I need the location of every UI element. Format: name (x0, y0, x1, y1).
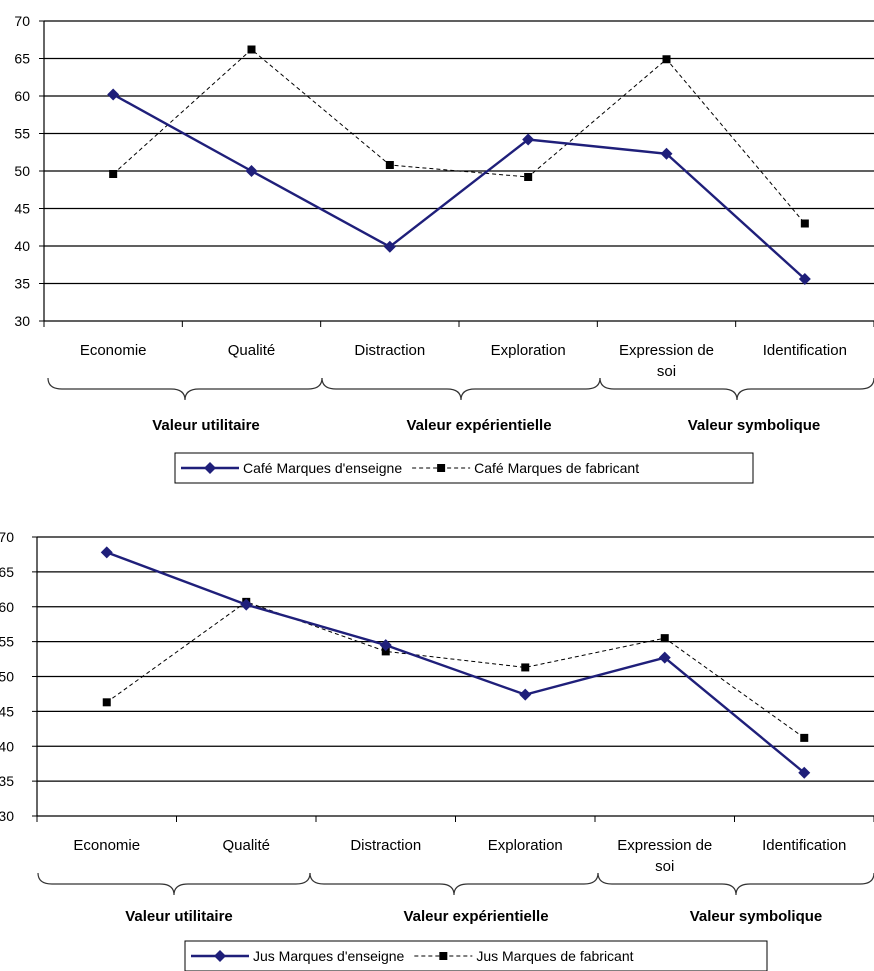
y-tick-label: 40 (14, 238, 30, 254)
legend-marker-diamond (214, 950, 226, 962)
group-brace (321, 377, 601, 401)
data-point-square (662, 55, 671, 64)
series-line-2 (112, 48, 806, 224)
legend-label-1: Jus Marques d'enseigne (253, 948, 405, 964)
data-point-diamond (658, 651, 671, 664)
y-tick-label: 50 (14, 163, 30, 179)
data-point-square (800, 733, 809, 742)
group-label: Valeur expérientielle (403, 908, 548, 925)
y-tick-label: 65 (14, 51, 30, 67)
chart-1: 70 65 60 55 50 45 40 35 30 Economie Qualité Distrac… (14, 13, 874, 484)
legend-label-1: Café Marques d'enseigne (243, 460, 402, 476)
category-label: Qualité (222, 837, 270, 854)
y-tick-label: 45 (0, 703, 14, 719)
y-tick-label: 70 (0, 529, 14, 545)
y-tick-label: 40 (0, 738, 14, 754)
group-label: Valeur utilitaire (125, 908, 233, 925)
data-point-square (521, 663, 530, 672)
y-tick-label: 65 (0, 564, 14, 580)
legend: Jus Marques d'enseigne Jus Marques de fab… (184, 940, 768, 971)
legend-label-2: Café Marques de fabricant (474, 460, 639, 476)
y-tick-label: 50 (0, 669, 14, 685)
category-label: Distraction (354, 342, 425, 359)
data-point-diamond (660, 147, 673, 160)
group-brace (47, 377, 323, 401)
y-tick-label: 70 (14, 13, 30, 29)
group-brace (309, 872, 599, 896)
data-point-diamond (383, 240, 396, 253)
legend-marker-diamond (204, 462, 216, 474)
data-point-diamond (519, 688, 532, 701)
y-tick-label: 35 (14, 276, 30, 292)
series-line-1 (106, 551, 806, 774)
category-label: Economie (73, 837, 140, 854)
group-brace (597, 872, 874, 896)
category-label: Expression de (619, 342, 714, 359)
category-label: soi (657, 363, 676, 380)
category-label: Identification (763, 342, 847, 359)
category-label: Identification (762, 837, 846, 854)
category-label: soi (655, 858, 674, 875)
group-label: Valeur expérientielle (406, 417, 551, 434)
data-point-square (247, 45, 256, 54)
y-tick-label: 60 (0, 599, 14, 615)
data-point-square (385, 161, 394, 169)
y-tick-label: 60 (14, 88, 30, 104)
group-brace (599, 377, 874, 401)
category-label: Exploration (491, 342, 566, 359)
data-point-diamond (379, 639, 392, 652)
data-point-diamond (100, 546, 113, 559)
legend-marker-square (437, 464, 446, 472)
y-tick-label: 35 (0, 773, 14, 789)
group-label: Valeur symbolique (688, 417, 821, 434)
category-label: Qualité (228, 342, 276, 359)
y-tick-label: 55 (0, 634, 14, 650)
y-tick-label: 30 (14, 313, 30, 329)
data-point-diamond (107, 88, 120, 101)
data-point-square (800, 219, 809, 228)
category-label: Expression de (617, 837, 712, 854)
data-point-square (524, 173, 533, 181)
series-line-1 (112, 93, 806, 280)
y-tick-label: 30 (0, 808, 14, 824)
data-point-square (109, 170, 118, 178)
legend-marker-square (439, 952, 448, 960)
legend-box (184, 940, 768, 971)
data-point-square (660, 634, 669, 643)
data-point-diamond (522, 133, 535, 146)
y-tick-label: 55 (14, 126, 30, 142)
category-label: Exploration (488, 837, 563, 854)
group-brace (37, 872, 311, 896)
category-label: Economie (80, 342, 147, 359)
chart-2: 70 65 60 55 50 45 40 35 30 Economie Qualité Distrac… (0, 529, 874, 971)
group-label: Valeur symbolique (690, 908, 823, 925)
y-tick-label: 45 (14, 201, 30, 217)
series-line-2 (106, 601, 805, 739)
data-point-diamond (798, 273, 811, 285)
data-point-square (102, 698, 111, 707)
data-point-diamond (798, 766, 811, 779)
data-point-diamond (245, 165, 258, 177)
group-label: Valeur utilitaire (152, 417, 260, 434)
category-label: Distraction (350, 837, 421, 854)
legend: Café Marques d'enseigne Café Marques de f… (174, 452, 754, 484)
data-point-diamond (240, 598, 253, 611)
data-point-square (381, 647, 390, 656)
legend-label-2: Jus Marques de fabricant (476, 948, 633, 964)
